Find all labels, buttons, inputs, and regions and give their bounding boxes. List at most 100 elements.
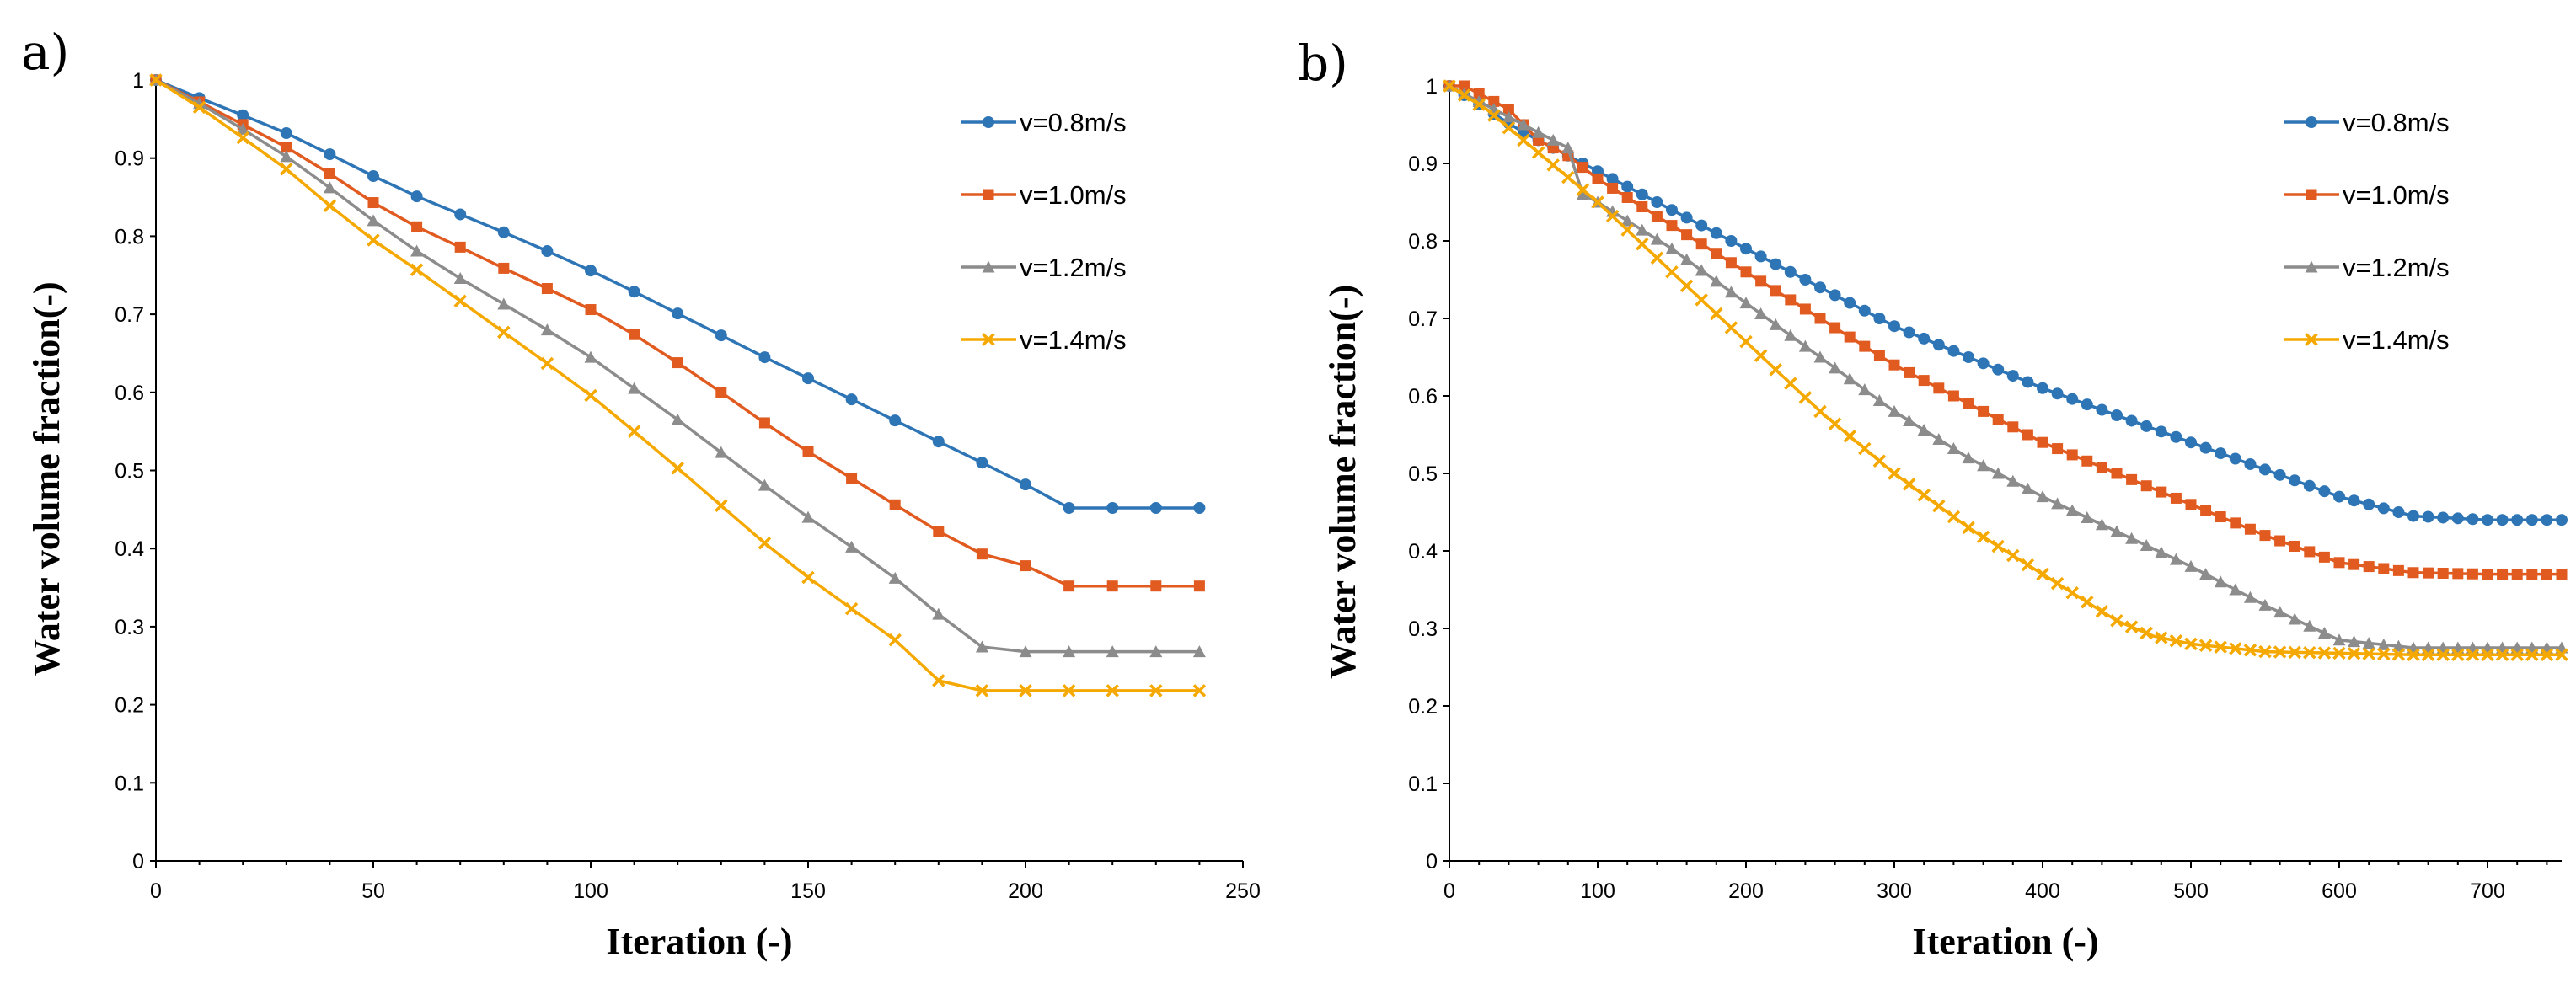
data-point xyxy=(2288,612,2301,625)
data-point xyxy=(2303,645,2316,660)
data-point xyxy=(1858,304,1871,317)
data-point xyxy=(2170,492,2182,504)
y-tick-label: 0.9 xyxy=(1408,152,1438,176)
data-point xyxy=(2244,457,2257,470)
legend-marker xyxy=(983,189,994,200)
data-point xyxy=(2288,645,2301,660)
data-point xyxy=(1917,489,1931,502)
data-point xyxy=(411,221,423,232)
data-point xyxy=(1063,580,1075,592)
data-point xyxy=(367,214,380,227)
data-point xyxy=(2155,425,2167,438)
data-point xyxy=(585,304,597,316)
data-point xyxy=(2125,532,2139,544)
data-point xyxy=(1829,322,1841,334)
data-point xyxy=(2156,486,2167,498)
data-point xyxy=(2526,569,2538,580)
data-point xyxy=(1502,104,1514,115)
y-tick-label: 0.3 xyxy=(1408,617,1438,641)
data-point xyxy=(975,684,989,697)
data-point xyxy=(627,425,641,438)
data-point xyxy=(2140,420,2153,432)
legend-label: v=0.8m/s xyxy=(2343,108,2450,137)
data-point xyxy=(715,387,727,398)
y-tick-label: 0.7 xyxy=(115,303,144,327)
data-point xyxy=(2081,398,2093,411)
data-point xyxy=(1695,293,1708,307)
panel-label: b) xyxy=(1298,35,1348,92)
data-point xyxy=(1739,334,1753,349)
data-point xyxy=(1755,275,1767,287)
data-point xyxy=(410,263,424,276)
data-point xyxy=(1150,580,1162,592)
y-tick-label: 0.6 xyxy=(115,382,144,405)
data-point xyxy=(1992,363,2005,376)
data-point xyxy=(2407,510,2419,522)
data-point xyxy=(671,461,684,475)
legend-item: v=1.0m/s xyxy=(2284,180,2450,210)
data-point xyxy=(2303,619,2316,632)
data-point xyxy=(2333,557,2345,569)
data-point xyxy=(1784,377,1797,391)
data-point xyxy=(2362,647,2375,660)
legend-item: v=1.0m/s xyxy=(961,180,1127,210)
data-point xyxy=(758,417,770,429)
legend-marker xyxy=(982,260,995,273)
data-point xyxy=(540,356,554,371)
x-tick-label: 150 xyxy=(790,879,826,903)
legend-label: v=1.0m/s xyxy=(1020,180,1127,210)
y-axis-title: Water volume fraction(-) xyxy=(26,281,67,676)
data-point xyxy=(2437,567,2449,579)
data-point xyxy=(888,633,902,647)
data-point xyxy=(2051,497,2065,510)
data-point xyxy=(1933,382,1945,394)
data-point xyxy=(1888,404,1901,417)
x-tick-label: 0 xyxy=(1443,879,1455,903)
data-point xyxy=(628,382,641,394)
data-point xyxy=(1472,98,1486,111)
data-point xyxy=(1978,405,1990,417)
x-tick-label: 600 xyxy=(2322,879,2357,903)
data-point xyxy=(1932,499,1946,513)
data-point xyxy=(2363,498,2375,510)
data-point xyxy=(932,607,945,620)
legend-marker xyxy=(982,333,995,346)
data-point xyxy=(1785,294,1797,306)
data-point xyxy=(2066,449,2078,461)
data-point xyxy=(1577,162,1588,174)
legend-marker xyxy=(2306,116,2317,128)
data-point xyxy=(1873,350,1885,361)
data-point xyxy=(1872,454,1887,468)
data-point xyxy=(2348,494,2360,507)
data-point xyxy=(1532,126,1545,138)
data-point xyxy=(1651,196,1663,208)
data-point xyxy=(324,148,336,161)
data-point xyxy=(2243,591,2257,603)
data-point xyxy=(1829,361,1842,374)
data-point xyxy=(1651,211,1663,222)
data-point xyxy=(1770,285,1781,297)
data-point xyxy=(2185,499,2197,510)
data-point xyxy=(2348,635,2361,648)
data-point xyxy=(1962,521,1975,535)
data-point xyxy=(932,436,945,448)
data-point xyxy=(2497,569,2509,580)
series-3 xyxy=(149,73,1207,697)
x-axis-title: Iteration (-) xyxy=(606,921,792,962)
data-point xyxy=(1784,329,1797,341)
data-point xyxy=(2096,462,2107,473)
series-3 xyxy=(1443,79,2568,662)
data-point xyxy=(1193,501,1206,514)
data-point xyxy=(2140,480,2152,492)
data-point xyxy=(2510,648,2524,662)
data-point xyxy=(323,181,336,194)
y-tick-label: 0.2 xyxy=(1408,695,1438,719)
data-point xyxy=(1576,183,1590,197)
data-point xyxy=(2274,535,2286,547)
data-point xyxy=(976,457,988,469)
data-point xyxy=(2065,504,2079,516)
data-point xyxy=(1517,133,1530,147)
y-axis-title: Water volume fraction(-) xyxy=(1322,285,1363,679)
data-point xyxy=(1063,645,1076,658)
